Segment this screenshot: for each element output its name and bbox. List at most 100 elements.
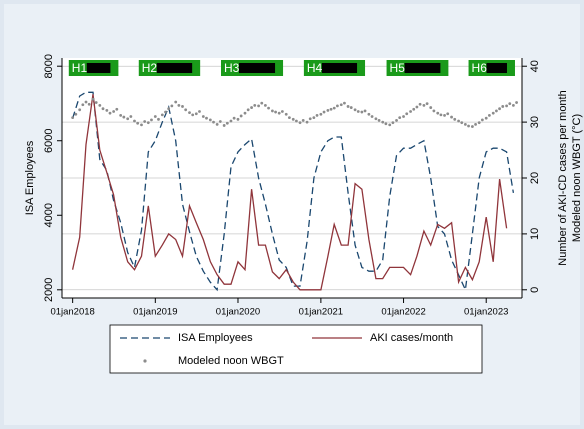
scatter-point [105, 108, 109, 112]
y2-tick-label: 0 [529, 287, 541, 293]
scatter-point [425, 102, 429, 106]
harvest-label: H3 [224, 61, 240, 75]
y-tick-label: 2000 [43, 278, 55, 302]
scatter-point [463, 122, 467, 126]
y-tick-label: 8000 [43, 54, 55, 78]
scatter-point [470, 125, 474, 128]
scatter-point [140, 123, 143, 127]
scatter-point [315, 114, 319, 117]
scatter-point [450, 115, 453, 119]
x-tick-label: 01jan2020 [216, 307, 260, 318]
scatter-point [398, 116, 402, 120]
scatter-point [508, 102, 512, 106]
scatter-point [81, 103, 85, 107]
y-axis-title: ISA Employees [24, 140, 36, 215]
scatter-point [253, 103, 257, 107]
scatter-point [225, 121, 229, 125]
scatter-point [312, 116, 316, 120]
scatter-point [332, 106, 336, 110]
scatter-point [287, 116, 291, 120]
scatter-point [94, 101, 98, 104]
scatter-point [384, 122, 388, 126]
scatter-point [353, 108, 357, 112]
scatter-point [201, 115, 205, 118]
scatter-point [112, 110, 116, 113]
scatter-point [143, 120, 147, 123]
scatter-point [329, 107, 333, 111]
scatter-point [515, 101, 518, 104]
scatter-point [271, 109, 274, 113]
scatter-point [71, 116, 75, 120]
scatter-point [453, 117, 457, 121]
scatter-point [319, 112, 323, 116]
y2-axis-title: Modeled noon WBGT (°C) [571, 114, 583, 242]
scatter-point [391, 121, 395, 125]
scatter-point [439, 113, 443, 117]
scatter-point [487, 114, 491, 117]
scatter-point [495, 109, 498, 113]
scatter-point [298, 121, 302, 125]
scatter-point [277, 111, 281, 115]
scatter-point [457, 119, 460, 123]
scatter-point [84, 100, 88, 104]
scatter-point [257, 104, 260, 108]
scatter-point [108, 111, 112, 115]
scatter-point [167, 107, 171, 111]
series-line [71, 91, 515, 293]
scatter-point [429, 106, 433, 109]
scatter-point [356, 110, 360, 113]
scatter-point [78, 108, 82, 112]
scatter-point [229, 119, 233, 123]
scatter-point [477, 121, 481, 125]
scatter-point [222, 124, 226, 127]
x-tick-label: 01jan2018 [50, 307, 94, 318]
scatter-point [409, 110, 412, 113]
scatter-point [388, 123, 392, 127]
harvest-box [321, 63, 358, 73]
x-tick-label: 01jan2019 [133, 307, 177, 318]
scatter-point [336, 104, 339, 108]
scatter-point [115, 107, 119, 111]
scatter-point [443, 114, 446, 117]
y2-tick-label: 10 [529, 228, 541, 240]
legend-label: AKI cases/month [370, 332, 453, 344]
y2-tick-label: 40 [529, 60, 541, 72]
y-tick-label: 4000 [43, 203, 55, 227]
scatter-point [150, 118, 153, 122]
x-tick-label: 01jan2023 [464, 307, 508, 318]
scatter-point [446, 112, 450, 116]
scatter-point [370, 115, 374, 118]
scatter-point [239, 114, 243, 118]
y2-tick-label: 30 [529, 116, 541, 128]
scatter-point [87, 102, 91, 106]
scatter-point [511, 103, 515, 107]
scatter-point [91, 97, 95, 101]
scatter-point [236, 117, 240, 121]
scatter-point [374, 117, 378, 121]
scatter-point [474, 122, 477, 126]
scatter-point [194, 112, 198, 116]
scatter-point [184, 108, 188, 112]
scatter-point [215, 122, 219, 126]
scatter-point [295, 119, 298, 123]
legend-label: Modeled noon WBGT [178, 355, 284, 367]
scatter-point [119, 114, 123, 117]
scatter-point [305, 120, 309, 124]
harvest-label: H5 [390, 61, 406, 75]
scatter-point [98, 103, 102, 107]
scatter-point [160, 113, 164, 117]
scatter-point [232, 116, 236, 120]
harvest-box [404, 63, 441, 73]
scatter-point [129, 115, 133, 118]
scatter-point [260, 101, 264, 105]
harvest-box [238, 63, 276, 73]
scatter-point [422, 103, 426, 107]
scatter-point [153, 115, 157, 118]
scatter-point [436, 111, 440, 115]
scatter-point [267, 106, 270, 110]
scatter-point [170, 104, 174, 108]
harvest-label: H6 [472, 61, 488, 75]
scatter-point [157, 117, 160, 121]
scatter-point [122, 115, 126, 119]
